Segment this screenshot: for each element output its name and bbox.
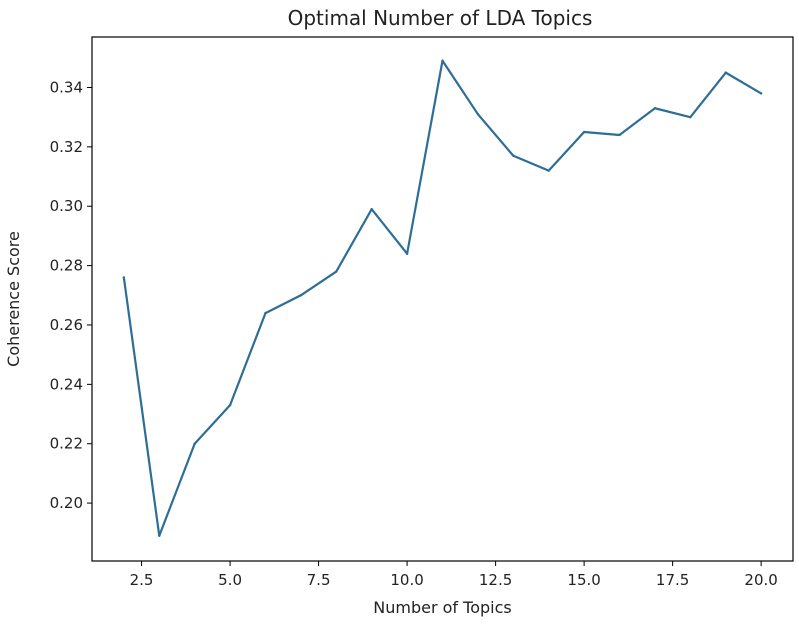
x-tick-label: 2.5 xyxy=(130,571,154,589)
data-point xyxy=(689,115,692,119)
data-point xyxy=(512,154,515,157)
data-point xyxy=(582,130,586,134)
y-tick-label: 0.20 xyxy=(50,494,83,512)
y-tick-label: 0.26 xyxy=(50,316,83,334)
plot-area-frame xyxy=(91,36,794,562)
y-tick-label: 0.24 xyxy=(50,375,83,393)
data-point xyxy=(441,59,444,62)
y-tick-label: 0.30 xyxy=(50,197,83,215)
data-point xyxy=(122,276,126,279)
x-tick-label: 20.0 xyxy=(744,571,777,589)
data-point xyxy=(299,294,303,297)
data-point xyxy=(653,107,657,110)
y-tick-label: 0.28 xyxy=(50,257,83,275)
data-point xyxy=(618,133,621,137)
coherence-series-line xyxy=(122,59,763,537)
data-point xyxy=(724,71,727,74)
x-tick-label: 12.5 xyxy=(479,571,512,589)
x-tick-label: 17.5 xyxy=(656,571,689,589)
x-tick-label: 10.0 xyxy=(390,571,423,589)
x-axis-label: Number of Topics xyxy=(373,598,511,617)
data-point xyxy=(547,169,550,172)
data-point xyxy=(370,207,373,211)
y-tick-label: 0.34 xyxy=(50,78,83,96)
x-axis-ticks: 2.5 5.0 7.5 10.0 12.5 15.0 17.5 20.0 xyxy=(130,561,778,589)
data-point xyxy=(759,92,763,95)
coherence-series-points xyxy=(122,59,763,537)
x-tick-label: 5.0 xyxy=(218,571,242,589)
y-tick-label: 0.22 xyxy=(50,435,83,453)
chart-title: Optimal Number of LDA Topics xyxy=(288,6,593,30)
data-point xyxy=(335,270,338,273)
data-point xyxy=(264,311,267,315)
data-point xyxy=(228,403,232,407)
data-point xyxy=(158,534,161,537)
x-tick-label: 15.0 xyxy=(567,571,600,589)
y-axis-label: Coherence Score xyxy=(4,231,23,367)
data-point xyxy=(405,252,409,255)
y-tick-label: 0.32 xyxy=(50,138,83,156)
y-axis-ticks: 0.20 0.22 0.24 0.26 0.28 0.30 0.32 0.34 xyxy=(50,78,92,512)
x-tick-label: 7.5 xyxy=(307,571,331,589)
data-point xyxy=(476,112,480,116)
data-point xyxy=(193,442,196,445)
